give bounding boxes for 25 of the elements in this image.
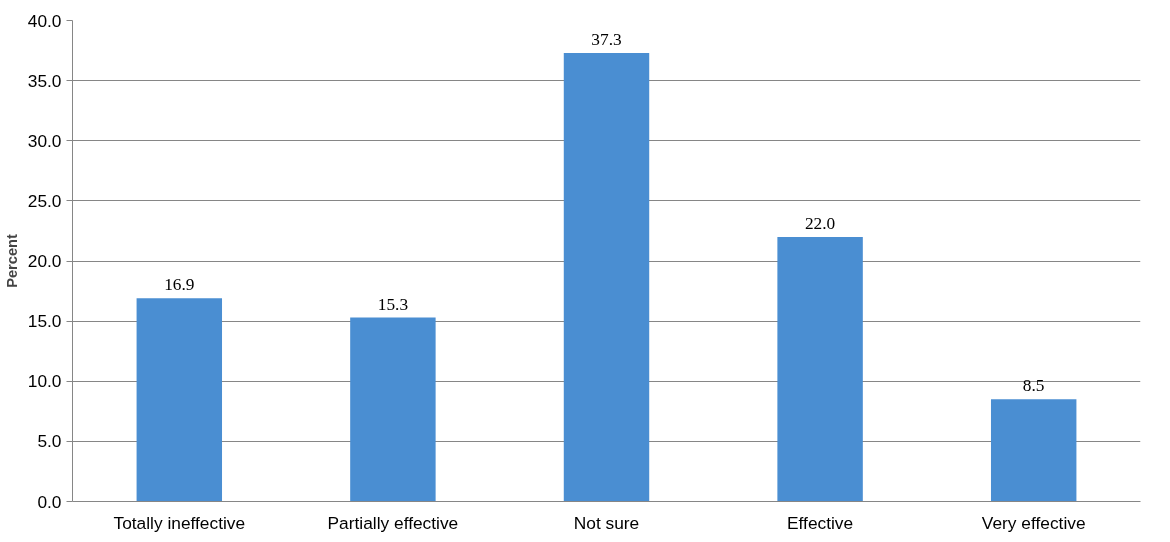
data-label: 15.3 xyxy=(377,294,409,314)
y-tick-label: 15.0 xyxy=(27,311,62,332)
x-tick-label: Totally ineffective xyxy=(113,512,246,533)
bar xyxy=(777,236,863,502)
bar xyxy=(136,298,223,502)
y-tick-label: 5.0 xyxy=(37,431,62,452)
data-label: 8.5 xyxy=(1022,376,1045,396)
data-label: 22.0 xyxy=(804,213,836,233)
data-label: 16.9 xyxy=(164,275,195,295)
y-tick-label: 0.0 xyxy=(37,491,62,512)
x-tick-label: Not sure xyxy=(573,512,640,533)
y-tick-label: 10.0 xyxy=(27,371,62,392)
y-axis-title: Percent xyxy=(3,234,20,288)
y-tick-label: 30.0 xyxy=(27,130,62,151)
x-tick-label: Effective xyxy=(787,512,854,533)
data-label: 37.3 xyxy=(591,29,622,49)
y-tick-label: 25.0 xyxy=(27,190,62,211)
y-tick-label: 35.0 xyxy=(27,70,62,91)
y-tick-label: 40.0 xyxy=(27,10,62,31)
bar xyxy=(350,317,436,502)
y-tick-label: 20.0 xyxy=(27,251,62,271)
bar xyxy=(990,399,1077,502)
bar xyxy=(563,52,650,502)
x-tick-label: Partially effective xyxy=(327,512,459,533)
x-tick-label: Very effective xyxy=(981,512,1086,533)
